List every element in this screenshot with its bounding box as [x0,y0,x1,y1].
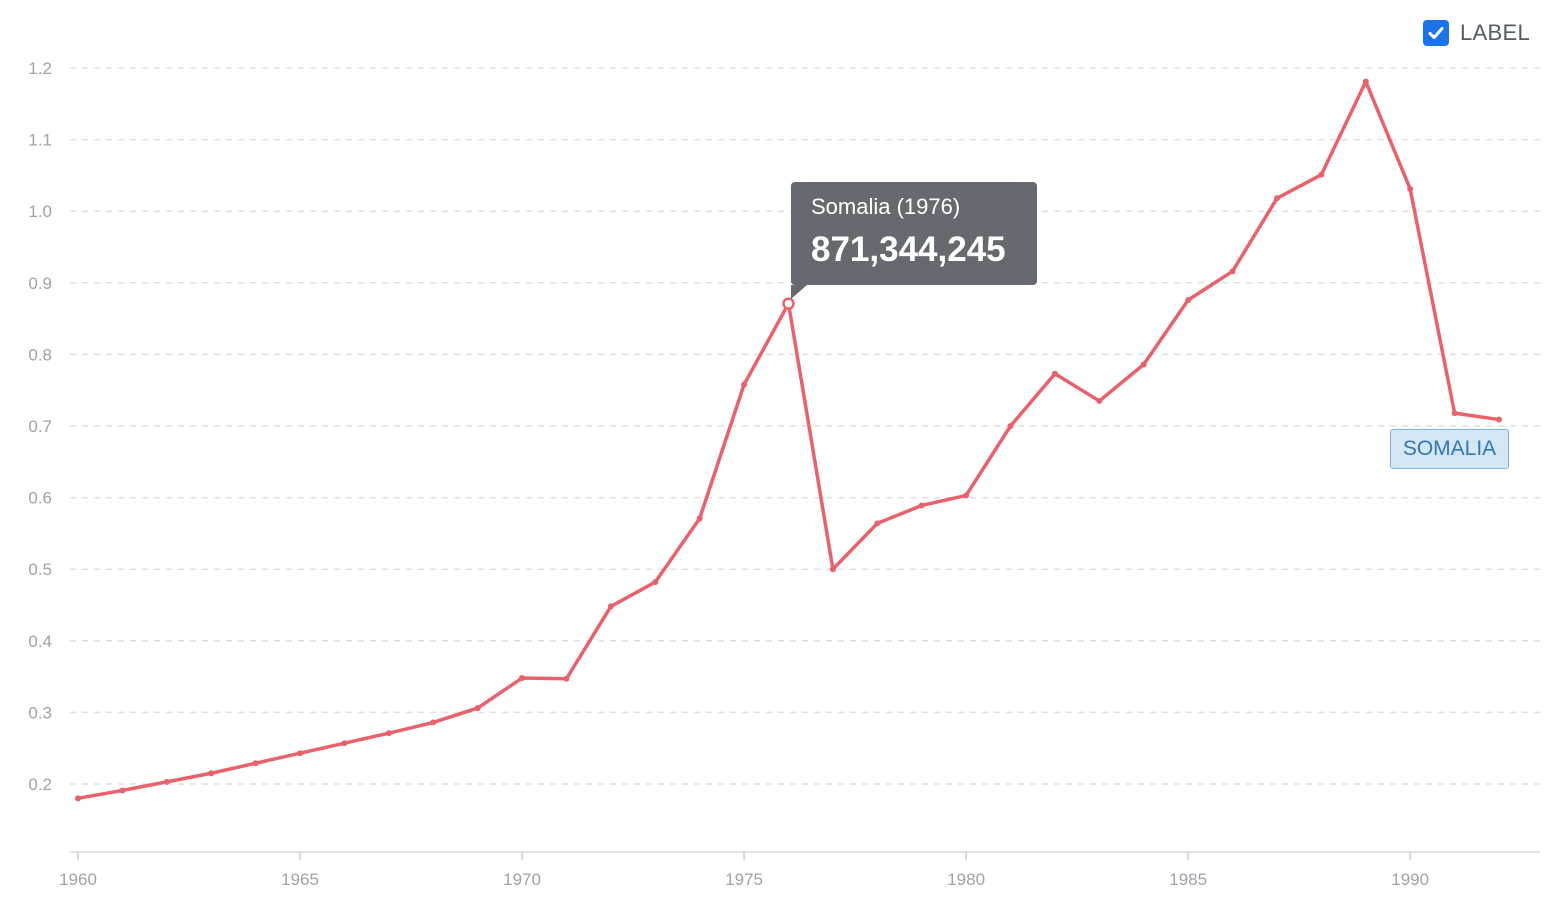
y-tick-label: 0.6 [28,489,52,508]
series-somalia [75,78,1502,802]
x-tick-label: 1985 [1169,870,1207,889]
x-tick-label: 1975 [725,870,763,889]
data-point [1451,410,1458,417]
data-point [519,675,526,682]
data-point [696,515,703,522]
data-point [1273,195,1280,202]
x-tick-label: 1970 [503,870,541,889]
data-tooltip: Somalia (1976) 871,344,245 [791,182,1037,299]
y-tick-label: 1.2 [28,59,52,78]
tooltip-arrow [791,285,807,299]
tooltip-title: Somalia (1976) [811,194,961,219]
data-point [163,778,170,785]
y-tick-label: 0.7 [28,417,52,436]
highlighted-data-point [782,297,795,310]
x-tick-label: 1960 [59,870,97,889]
data-point [75,795,81,802]
data-point [297,750,304,757]
data-point [1229,268,1236,275]
tooltip-value: 871,344,245 [811,230,1006,269]
label-toggle[interactable]: LABEL [1423,20,1530,46]
data-point [208,770,215,777]
label-checkbox[interactable] [1423,20,1449,46]
data-point [385,730,392,737]
data-point [1096,397,1103,404]
axes: 0.2 0.3 0.4 0.5 0.6 0.7 0.8 0.9 1.0 1.1 1.2 1960 196… [28,59,1540,889]
data-point [563,675,570,682]
data-point [1407,186,1414,193]
x-tick-label: 1980 [947,870,985,889]
series-line [76,79,1501,801]
data-point [874,520,881,527]
data-point [1140,361,1147,368]
data-point [430,719,437,726]
data-point [918,502,925,509]
data-point [119,787,126,794]
y-tick-label: 0.3 [28,703,52,722]
data-point [1496,416,1502,423]
data-point [1185,296,1192,303]
data-point [829,566,836,573]
data-point [963,492,970,499]
y-tick-label: 0.5 [28,560,52,579]
y-tick-label: 0.4 [28,632,52,651]
data-point [741,381,748,388]
x-tick-label: 1990 [1391,870,1429,889]
data-point [341,740,348,747]
data-point [1051,370,1058,377]
data-point [607,603,614,610]
data-point [1007,423,1014,429]
y-tick-label: 0.2 [28,775,52,794]
data-point [474,705,481,712]
label-toggle-text: LABEL [1460,20,1530,45]
data-point [1318,171,1325,178]
y-tick-label: 0.9 [28,274,52,293]
data-point [1362,78,1369,85]
x-tick-label: 1965 [281,870,319,889]
y-tick-label: 1.0 [28,202,52,221]
y-tick-label: 0.8 [28,345,52,364]
y-tick-label: 1.1 [28,131,52,150]
checkmark-icon [1428,27,1444,39]
series-label-somalia[interactable]: SOMALIA [1390,429,1509,469]
data-point [652,579,659,586]
data-point [252,760,259,767]
